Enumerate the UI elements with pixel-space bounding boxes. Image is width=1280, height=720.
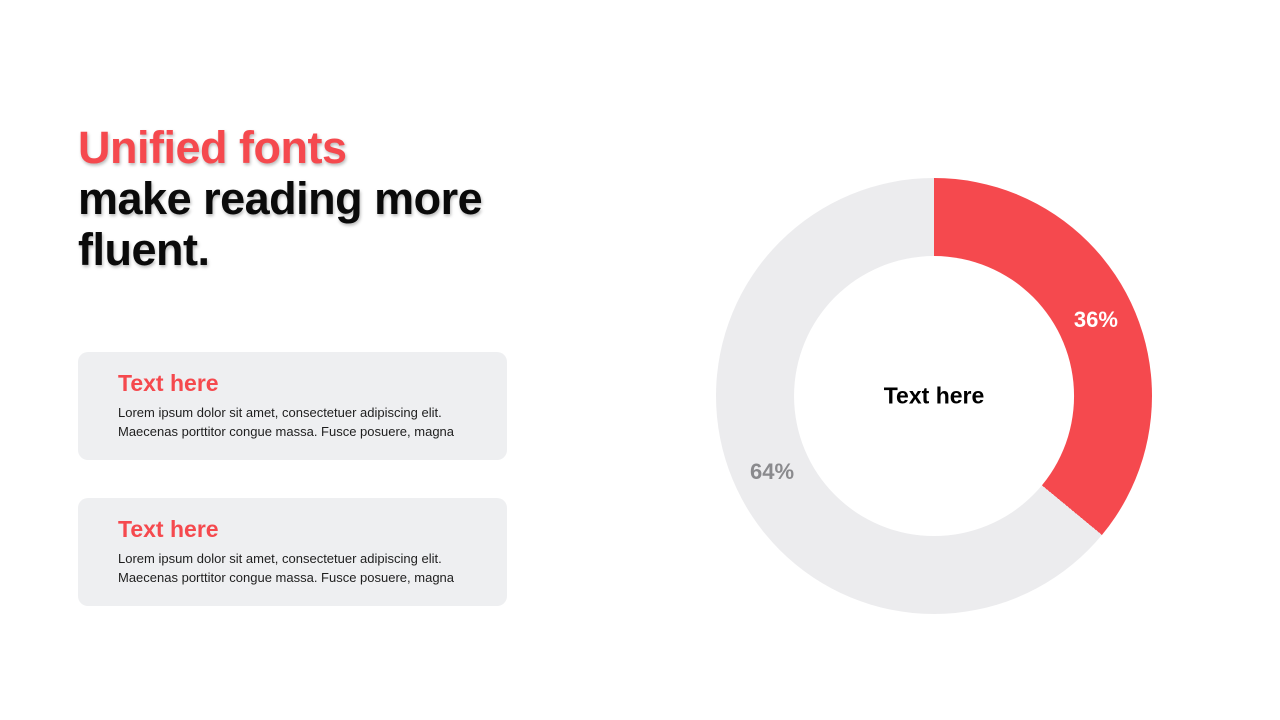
donut-center-label: Text here xyxy=(883,382,985,409)
text-card-2-body: Lorem ipsum dolor sit amet, consectetuer… xyxy=(118,549,479,587)
slide-title-accent: Unified fonts xyxy=(78,122,347,173)
text-card-1: Text here Lorem ipsum dolor sit amet, co… xyxy=(78,352,507,460)
text-card-1-heading: Text here xyxy=(118,370,219,396)
text-card-1-body-line-2: Maecenas porttitor congue massa. Fusce p… xyxy=(118,424,455,439)
text-card-2: Text here Lorem ipsum dolor sit amet, co… xyxy=(78,498,507,606)
donut-slice-label: 36% xyxy=(1073,306,1118,332)
text-card-2-body-line-1: Lorem ipsum dolor sit amet, consectetuer… xyxy=(118,551,442,566)
donut-hole xyxy=(794,256,1074,536)
text-card-2-body-line-2: Maecenas porttitor congue massa. Fusce p… xyxy=(118,570,455,585)
text-card-2-heading: Text here xyxy=(118,516,219,542)
donut-chart: Text here 36% 64% xyxy=(716,178,1152,614)
text-card-1-body-line-1: Lorem ipsum dolor sit amet, consectetuer… xyxy=(118,405,442,420)
text-card-1-body: Lorem ipsum dolor sit amet, consectetuer… xyxy=(118,403,479,441)
slide-title: Unified fonts make reading more fluent. xyxy=(78,122,528,275)
slide-title-rest: make reading more fluent. xyxy=(78,173,483,275)
donut-slice-label: 64% xyxy=(750,459,795,485)
